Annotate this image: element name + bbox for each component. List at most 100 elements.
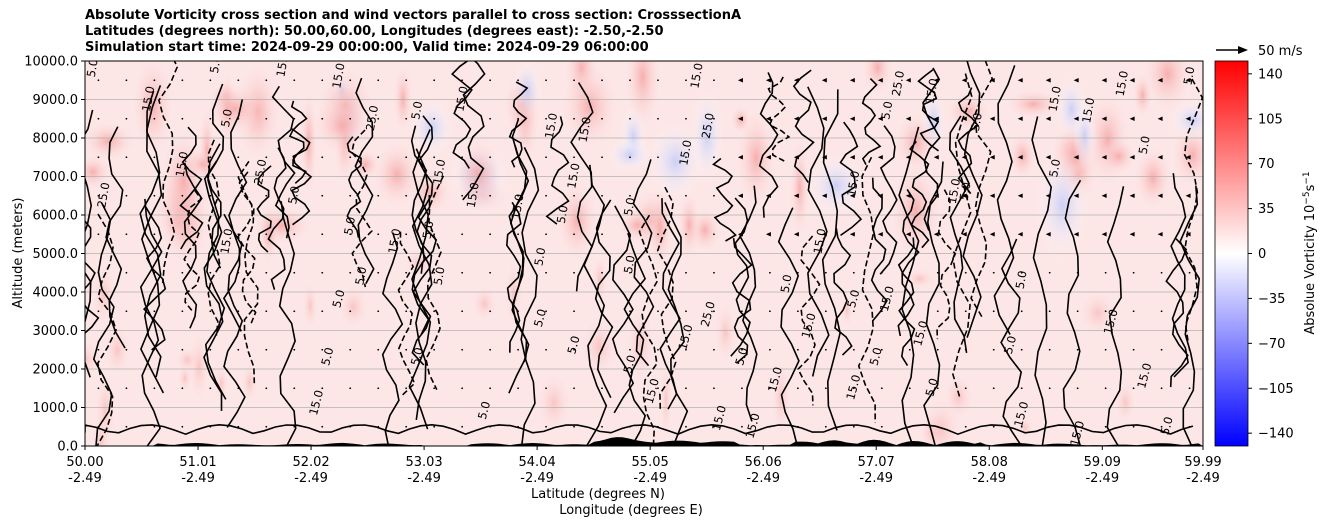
wind-vector	[877, 78, 883, 83]
contour-line	[237, 171, 257, 324]
wind-vector	[964, 425, 967, 428]
colorbar-tick-label: 70	[1258, 157, 1275, 172]
wind-vector	[933, 116, 939, 121]
x-tick-label-longitude: -2.49	[181, 471, 215, 486]
wind-vector	[1101, 155, 1107, 160]
colorbar-tick-label: 140	[1258, 67, 1283, 82]
contour-line	[508, 81, 529, 168]
wind-vector	[1157, 193, 1163, 198]
wind-vector	[880, 310, 883, 313]
wind-vector	[964, 348, 967, 351]
wind-vector	[769, 271, 771, 274]
wind-vector	[685, 271, 687, 274]
wind-vector	[936, 387, 939, 390]
wind-vector	[657, 425, 659, 428]
wind-vector	[657, 79, 659, 82]
x-tick-label-longitude: -2.49	[68, 471, 102, 486]
wind-vector	[209, 79, 212, 82]
positive-vorticity-patch	[313, 96, 371, 155]
wind-vector	[1017, 78, 1023, 83]
wind-vector	[237, 156, 240, 159]
contour-line	[451, 61, 473, 169]
positive-vorticity-patch	[175, 347, 199, 373]
wind-vector	[1076, 310, 1079, 313]
wind-vector	[377, 425, 380, 428]
positive-vorticity-patch	[205, 83, 265, 134]
contour-line	[256, 165, 272, 253]
wind-vector	[1157, 232, 1163, 237]
wind-vector	[377, 117, 380, 120]
contour-label: 15.0	[675, 323, 695, 351]
x-tick-label-latitude: 59.99	[1184, 455, 1221, 470]
colorbar-tick-label: 0	[1258, 247, 1266, 262]
wind-vector	[321, 310, 324, 313]
positive-vorticity-patch	[105, 323, 130, 377]
contour-line	[92, 202, 115, 446]
positive-vorticity-patch	[214, 365, 229, 402]
wind-vector	[852, 348, 855, 351]
wind-vector	[685, 117, 687, 120]
wind-vector	[573, 425, 575, 428]
wind-vector	[377, 271, 380, 274]
wind-vector	[824, 425, 827, 428]
contour-label: 5.0	[778, 273, 795, 293]
wind-vector	[821, 116, 827, 121]
x-tick-label-latitude: 51.01	[179, 455, 216, 470]
wind-vector	[97, 348, 100, 351]
contour-label: 15.0	[877, 284, 897, 312]
wind-vector	[1157, 155, 1163, 160]
wind-vector	[713, 310, 715, 313]
contour-label: 5.0	[1013, 270, 1030, 290]
wind-vector	[769, 387, 771, 390]
wind-vector	[713, 425, 715, 428]
x-tick-label-longitude: -2.49	[407, 471, 441, 486]
wind-vector	[936, 310, 939, 313]
positive-vorticity-patch	[1079, 290, 1117, 336]
contour-line	[948, 115, 971, 354]
wind-vector	[933, 232, 939, 237]
wind-vector	[545, 425, 547, 428]
wind-vector	[545, 387, 547, 390]
wind-vector	[489, 79, 492, 82]
wind-vector	[657, 271, 659, 274]
wind-vector	[741, 348, 743, 351]
wind-vector	[601, 79, 603, 82]
contour-label: 5.0	[621, 196, 638, 216]
wind-vector	[1157, 116, 1163, 121]
contour-line	[1106, 186, 1125, 446]
wind-vector	[97, 79, 100, 82]
y-tick-label: 5000.0	[33, 247, 79, 262]
wind-vector	[461, 156, 464, 159]
contour-label: 5.0	[554, 204, 571, 224]
wind-vector	[517, 271, 519, 274]
wind-vector	[1076, 348, 1079, 351]
wind-vector	[824, 387, 827, 390]
contour-label: 15.0	[1046, 85, 1064, 113]
wind-vector	[545, 348, 547, 351]
contour-line	[267, 147, 287, 290]
positive-vorticity-patch	[1133, 146, 1172, 210]
wind-vector	[1017, 155, 1023, 160]
contour-line	[182, 162, 203, 329]
y-tick-label: 1000.0	[33, 401, 79, 416]
contour-line	[203, 160, 224, 411]
wind-vector	[433, 194, 436, 197]
contour-line	[508, 145, 530, 394]
wind-vector	[905, 193, 911, 198]
wind-vector	[796, 387, 799, 390]
wind-vector	[181, 156, 184, 159]
wind-vector	[765, 193, 771, 198]
wind-vector	[573, 156, 575, 159]
wind-vector	[405, 156, 408, 159]
terrain-profile	[85, 437, 1203, 446]
positive-vorticity-patch	[393, 64, 413, 133]
positive-vorticity-patch	[789, 138, 810, 238]
wind-vector	[1076, 271, 1079, 274]
positive-vorticity-patch	[561, 63, 619, 149]
wind-vector	[517, 156, 519, 159]
contour-label: 15.0	[576, 116, 594, 144]
contour-line	[222, 99, 248, 332]
wind-vector	[964, 271, 967, 274]
wind-vector	[125, 117, 128, 120]
wind-vector	[405, 194, 408, 197]
